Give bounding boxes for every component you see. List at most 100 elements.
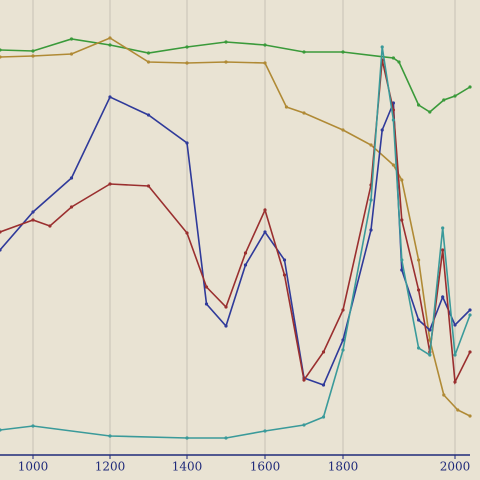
point — [453, 353, 457, 357]
point — [468, 85, 472, 89]
point — [341, 338, 345, 342]
point — [442, 393, 446, 397]
point — [146, 51, 151, 55]
point — [284, 105, 289, 109]
point — [468, 414, 472, 418]
point — [108, 434, 112, 438]
point — [185, 61, 189, 65]
point — [224, 60, 228, 64]
point — [185, 231, 189, 235]
point — [263, 43, 267, 47]
point — [224, 436, 228, 440]
point — [108, 95, 112, 99]
point — [428, 328, 432, 332]
point — [321, 350, 326, 354]
point — [0, 230, 2, 234]
point — [108, 182, 112, 186]
point — [224, 305, 228, 309]
point — [400, 268, 404, 272]
point — [428, 110, 432, 114]
point — [282, 273, 287, 277]
point — [185, 436, 189, 440]
point — [341, 308, 345, 312]
point — [321, 415, 326, 419]
point — [341, 128, 345, 132]
point — [31, 54, 35, 58]
x-tick-label: 1000 — [18, 460, 49, 474]
point — [69, 205, 74, 209]
point — [31, 49, 35, 53]
point — [397, 60, 401, 64]
point — [417, 258, 421, 262]
point — [441, 248, 445, 252]
point — [108, 36, 112, 40]
point — [204, 302, 209, 306]
point — [108, 43, 112, 47]
point — [302, 423, 306, 427]
line — [0, 95, 471, 387]
point — [48, 224, 52, 228]
point — [146, 184, 151, 188]
x-tick-label: 1200 — [95, 460, 126, 474]
point — [263, 230, 267, 234]
point — [0, 428, 2, 432]
point — [417, 103, 421, 107]
point — [391, 163, 395, 167]
point — [453, 94, 457, 98]
x-tick-label: 1600 — [250, 460, 281, 474]
point — [0, 55, 2, 59]
x-tick-label: 1400 — [172, 460, 203, 474]
point — [0, 48, 2, 52]
point — [146, 60, 151, 64]
point — [417, 288, 421, 292]
point — [369, 143, 373, 147]
point — [146, 113, 151, 117]
point — [224, 40, 228, 44]
point — [441, 226, 445, 230]
line — [0, 38, 471, 113]
x-tick-label: 2000 — [440, 460, 471, 474]
point — [341, 50, 345, 54]
point — [263, 208, 267, 212]
point — [441, 295, 445, 299]
point — [380, 45, 384, 49]
point — [243, 251, 248, 255]
point — [453, 323, 457, 327]
point — [31, 424, 35, 428]
point — [400, 258, 404, 262]
point — [400, 218, 404, 222]
point — [453, 380, 457, 384]
point — [369, 228, 373, 232]
point — [263, 61, 267, 65]
point — [0, 248, 2, 252]
point — [302, 111, 306, 115]
point — [380, 128, 384, 132]
point — [400, 178, 404, 182]
point — [263, 429, 267, 433]
point — [391, 118, 395, 122]
point — [31, 218, 35, 222]
point — [282, 258, 287, 262]
point — [185, 141, 189, 145]
point — [468, 308, 472, 312]
point — [442, 98, 446, 102]
point — [468, 350, 472, 354]
point — [31, 210, 35, 214]
line — [0, 59, 471, 385]
point — [185, 45, 189, 49]
point — [302, 50, 306, 54]
point — [391, 56, 395, 60]
point — [468, 313, 472, 317]
point — [69, 37, 74, 41]
point — [417, 318, 421, 322]
point — [341, 348, 345, 352]
point — [204, 285, 209, 289]
point — [224, 324, 228, 328]
point — [243, 263, 248, 267]
point — [369, 198, 373, 202]
point — [321, 383, 326, 387]
point — [69, 176, 74, 180]
point — [302, 378, 306, 382]
line — [0, 46, 471, 439]
